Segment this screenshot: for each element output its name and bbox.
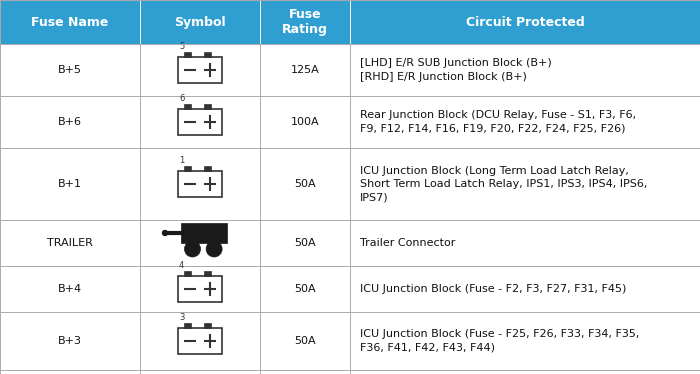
Bar: [0, 266, 700, 312]
Text: 100A: 100A: [290, 117, 319, 127]
Text: Rear Junction Block (DCU Relay, Fuse - S1, F3, F6,
F9, F12, F14, F16, F19, F20, : Rear Junction Block (DCU Relay, Fuse - S…: [360, 110, 636, 134]
Text: 1: 1: [179, 156, 184, 165]
Text: 6: 6: [179, 94, 184, 103]
Text: ICU Junction Block (Long Term Load Latch Relay,
Short Term Load Latch Relay, IPS: ICU Junction Block (Long Term Load Latch…: [360, 166, 648, 202]
Text: ICU Junction Block (Fuse - F2, F3, F27, F31, F45): ICU Junction Block (Fuse - F2, F3, F27, …: [360, 284, 626, 294]
Bar: [0, 220, 700, 266]
Bar: [0, 96, 700, 148]
Text: 3: 3: [179, 313, 184, 322]
Bar: [178, 328, 222, 354]
Text: [LHD] E/R SUB Junction Block (B+)
[RHD] E/R Junction Block (B+): [LHD] E/R SUB Junction Block (B+) [RHD] …: [360, 58, 552, 82]
Bar: [0, 148, 700, 220]
Bar: [184, 52, 191, 57]
Text: 50A: 50A: [294, 336, 316, 346]
Bar: [204, 52, 211, 57]
Bar: [204, 271, 211, 276]
Bar: [0, 370, 700, 374]
Text: B+4: B+4: [58, 284, 82, 294]
Text: TRAILER: TRAILER: [47, 238, 93, 248]
Text: B+6: B+6: [58, 117, 82, 127]
Bar: [204, 323, 211, 328]
Bar: [178, 276, 222, 302]
Bar: [181, 223, 227, 243]
Bar: [184, 271, 191, 276]
Text: B+1: B+1: [58, 179, 82, 189]
Bar: [178, 171, 222, 197]
Text: 50A: 50A: [294, 284, 316, 294]
Text: Circuit Protected: Circuit Protected: [466, 15, 584, 28]
Bar: [204, 166, 211, 171]
Text: 125A: 125A: [290, 65, 319, 75]
Text: Fuse
Rating: Fuse Rating: [282, 8, 328, 36]
Text: Fuse Name: Fuse Name: [32, 15, 108, 28]
Circle shape: [162, 230, 167, 236]
Text: 50A: 50A: [294, 238, 316, 248]
Bar: [178, 57, 222, 83]
Circle shape: [185, 241, 200, 257]
Text: B+5: B+5: [58, 65, 82, 75]
Text: 50A: 50A: [294, 179, 316, 189]
Bar: [204, 104, 211, 109]
Text: 5: 5: [179, 42, 184, 51]
Bar: [184, 323, 191, 328]
Bar: [0, 44, 700, 96]
Bar: [0, 0, 700, 44]
Bar: [184, 166, 191, 171]
Bar: [178, 109, 222, 135]
Text: Trailer Connector: Trailer Connector: [360, 238, 456, 248]
Bar: [0, 312, 700, 370]
Text: B+3: B+3: [58, 336, 82, 346]
Circle shape: [206, 241, 222, 257]
Bar: [184, 104, 191, 109]
Text: 4: 4: [179, 261, 184, 270]
Text: Symbol: Symbol: [174, 15, 226, 28]
Text: ICU Junction Block (Fuse - F25, F26, F33, F34, F35,
F36, F41, F42, F43, F44): ICU Junction Block (Fuse - F25, F26, F33…: [360, 329, 639, 353]
